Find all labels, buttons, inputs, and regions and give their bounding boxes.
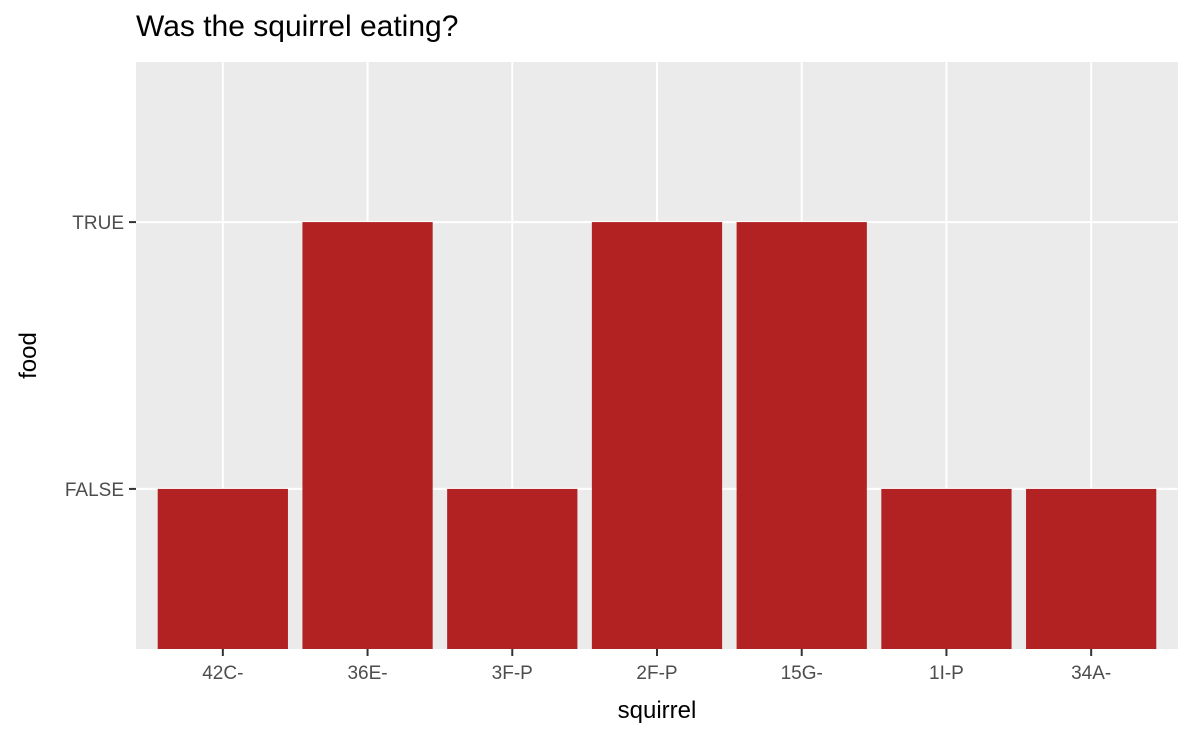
y-axis-title: food	[15, 332, 42, 379]
x-tick-label: 1I-P	[929, 663, 964, 684]
x-axis-title: squirrel	[618, 697, 697, 724]
y-tick-label: TRUE	[72, 213, 124, 234]
tick-labels: FALSE TRUE 42C- 36E- 3F-P 2F-P 15G- 1I-P 34A-	[65, 213, 1111, 684]
x-tick-label: 36E-	[347, 663, 387, 684]
x-tick-label: 2F-P	[636, 663, 677, 684]
bar-34A-	[1026, 488, 1157, 649]
y-tick-label: FALSE	[65, 480, 124, 501]
bar-3F-P	[447, 488, 578, 649]
bar-2F-P	[591, 222, 723, 649]
x-tick-label: 34A-	[1071, 663, 1111, 684]
bar-15G-	[736, 222, 867, 649]
bar-42C-	[157, 488, 288, 649]
axis-ticks	[129, 221, 1093, 656]
x-tick-label: 15G-	[781, 663, 823, 684]
x-tick-label: 3F-P	[492, 663, 533, 684]
bar-1I-P	[881, 488, 1012, 649]
bar-36E-	[302, 222, 433, 649]
bars	[157, 222, 1157, 649]
x-tick-label: 42C-	[202, 663, 243, 684]
chart-title: Was the squirrel eating?	[136, 10, 459, 43]
